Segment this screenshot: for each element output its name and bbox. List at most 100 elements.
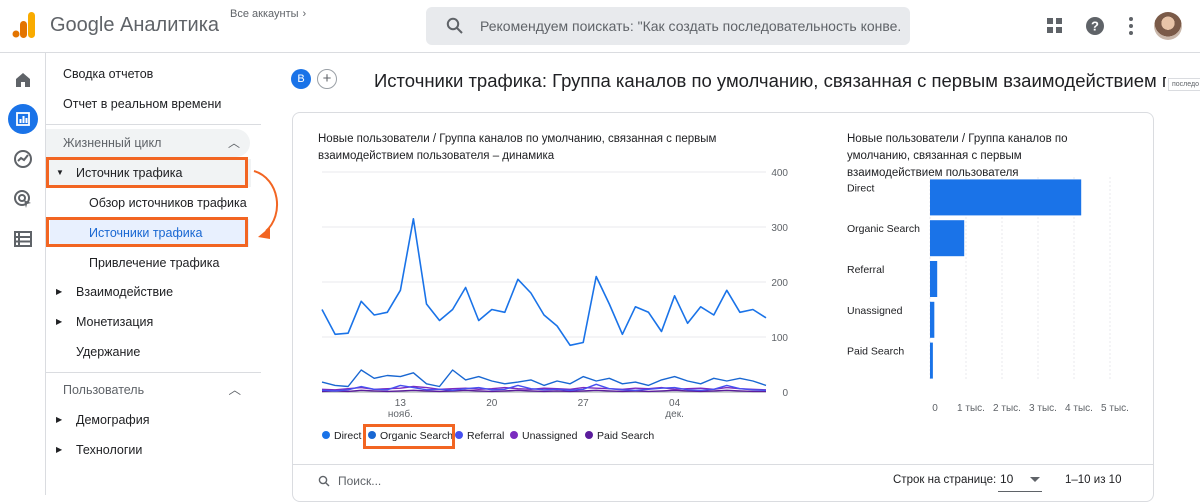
x-tick-label: 2 тыс. bbox=[993, 403, 1021, 414]
x-tick-label: 1 тыс. bbox=[957, 403, 985, 414]
x-tick-label: 4 тыс. bbox=[1065, 403, 1093, 414]
legend-label: Direct bbox=[334, 430, 362, 442]
app-title: Google Аналитика bbox=[50, 14, 220, 36]
rows-per-page-select[interactable]: 10 bbox=[998, 470, 1042, 492]
nav-traffic-sources-label: Источники трафика bbox=[89, 226, 203, 240]
series-line-unassigned bbox=[321, 385, 767, 391]
table-search[interactable]: Поиск... bbox=[318, 474, 381, 488]
legend-label: Paid Search bbox=[597, 430, 655, 442]
nav-traffic-source-label: Источник трафика bbox=[76, 166, 183, 180]
nav-engagement[interactable]: ▶ Взаимодействие bbox=[46, 278, 251, 306]
y-tick-label: 200 bbox=[771, 278, 788, 289]
x-tick-label: 0 bbox=[932, 403, 938, 414]
legend-organic-search[interactable]: Organic Search bbox=[368, 430, 453, 442]
nav-traffic-acquisition-label: Привлечение трафика bbox=[89, 256, 220, 270]
search-bar[interactable]: Рекомендуем поискать: "Как создать после… bbox=[426, 7, 910, 45]
x-tick-label: 3 тыс. bbox=[1029, 403, 1057, 414]
series-line-direct bbox=[321, 217, 767, 347]
nav-realtime[interactable]: Отчет в реальном времени bbox=[63, 97, 222, 111]
nav-traffic-acquisition[interactable]: Привлечение трафика bbox=[46, 249, 251, 277]
accounts-label: Все аккаунты bbox=[230, 8, 299, 20]
legend-unassigned[interactable]: Unassigned bbox=[510, 430, 577, 442]
bar-organic-search bbox=[930, 220, 965, 257]
nav-traffic-overview-label: Обзор источников трафика bbox=[89, 196, 247, 210]
search-icon bbox=[446, 17, 463, 34]
apps-grid-icon[interactable] bbox=[1044, 15, 1066, 37]
nav-retention-label: Удержание bbox=[76, 345, 141, 359]
svg-text:?: ? bbox=[1091, 19, 1099, 34]
nav-monetization[interactable]: ▶ Монетизация bbox=[46, 308, 251, 336]
caret-right-icon: ▶ bbox=[56, 445, 63, 454]
annotation-arrow bbox=[253, 170, 279, 239]
add-comparison-button[interactable]: + bbox=[317, 69, 337, 89]
nav-reports-snapshot[interactable]: Сводка отчетов bbox=[63, 67, 154, 81]
chevron-up-icon: ︿ bbox=[228, 383, 241, 397]
nav-demography[interactable]: ▶ Демография bbox=[46, 406, 251, 434]
advertising-icon[interactable] bbox=[12, 188, 34, 210]
bar-chart-title-line: умолчанию, связанная с первым bbox=[847, 150, 1022, 162]
rows-per-page-label: Строк на странице: bbox=[893, 474, 997, 486]
x-tick-label: 04 bbox=[669, 398, 681, 409]
nav-technology-label: Технологии bbox=[76, 443, 143, 457]
nav-traffic-overview[interactable]: Обзор источников трафика bbox=[46, 189, 251, 217]
bar-category-label: Unassigned bbox=[847, 305, 903, 317]
explore-icon[interactable] bbox=[12, 148, 34, 170]
section-user-label: Пользователь bbox=[63, 383, 145, 397]
bar-chart-title-line: взаимодействием пользователя bbox=[847, 167, 1019, 179]
divider bbox=[292, 464, 1154, 465]
line-chart-title: Новые пользователи / Группа каналов по у… bbox=[318, 131, 716, 165]
bar-chart-title: Новые пользователи / Группа каналов по у… bbox=[847, 131, 1068, 182]
date-range-tag[interactable]: последо bbox=[1168, 78, 1200, 91]
bar-category-label: Direct bbox=[847, 182, 875, 194]
reports-icon[interactable] bbox=[8, 104, 38, 134]
pagination-info: 1–10 из 10 bbox=[1065, 474, 1122, 486]
comparison-badge[interactable]: B bbox=[291, 69, 311, 89]
caret-down-icon: ▼ bbox=[56, 168, 64, 177]
chevron-up-icon: ︿ bbox=[227, 136, 240, 150]
search-icon bbox=[318, 475, 330, 487]
series-line-organic-search bbox=[321, 369, 767, 388]
bar-category-label: Referral bbox=[847, 264, 884, 276]
help-icon[interactable]: ? bbox=[1084, 15, 1106, 37]
bar-paid-search bbox=[930, 342, 933, 379]
nav-engagement-label: Взаимодействие bbox=[76, 285, 174, 299]
legend-direct[interactable]: Direct bbox=[322, 430, 361, 442]
bar-chart: 0 1 тыс. 2 тыс. 3 тыс. 4 тыс. 5 тыс. Direct Org… bbox=[847, 177, 1129, 414]
nav-technology[interactable]: ▶ Технологии bbox=[46, 436, 251, 464]
rows-per-page-value: 10 bbox=[1000, 472, 1014, 486]
accounts-breadcrumb[interactable]: Все аккаунты › bbox=[230, 8, 306, 20]
more-vert-icon[interactable] bbox=[1120, 15, 1142, 37]
legend-paid-search[interactable]: Paid Search bbox=[585, 430, 654, 442]
nav-demography-label: Демография bbox=[76, 413, 150, 427]
legend-label: Referral bbox=[467, 430, 505, 442]
top-bar: Google Аналитика Все аккаунты › Рекоменду… bbox=[0, 0, 1200, 53]
legend-referral[interactable]: Referral bbox=[455, 430, 504, 442]
highlight-traffic-source bbox=[46, 157, 248, 188]
nav-monetization-label: Монетизация bbox=[76, 315, 154, 329]
bar-category-label: Organic Search bbox=[847, 223, 920, 235]
legend-dot-icon bbox=[510, 431, 518, 439]
list-icon[interactable] bbox=[12, 228, 34, 250]
avatar[interactable] bbox=[1154, 12, 1182, 40]
highlight-traffic-sources bbox=[46, 217, 248, 247]
home-icon[interactable] bbox=[12, 69, 34, 91]
nav-traffic-sources[interactable]: Источники трафика bbox=[50, 219, 249, 247]
legend-label: Organic Search bbox=[380, 430, 453, 442]
nav-retention[interactable]: Удержание bbox=[46, 338, 251, 366]
bar-chart-title-line: Новые пользователи / Группа каналов по bbox=[847, 133, 1068, 145]
x-tick-label: нояб. bbox=[388, 408, 413, 420]
divider bbox=[46, 372, 261, 373]
highlight-organic-search bbox=[363, 424, 455, 449]
legend-dot-icon bbox=[368, 431, 376, 439]
section-user[interactable]: Пользователь ︿ bbox=[46, 376, 251, 404]
analytics-logo-icon[interactable] bbox=[12, 12, 36, 38]
page-title: Источники трафика: Группа каналов по умо… bbox=[374, 70, 1166, 91]
legend-dot-icon bbox=[585, 431, 593, 439]
divider bbox=[46, 124, 261, 125]
x-tick-label: 27 bbox=[578, 398, 590, 409]
x-tick-label: 5 тыс. bbox=[1101, 403, 1129, 414]
nav-traffic-source[interactable]: ▼ Источник трафика bbox=[46, 159, 251, 187]
section-lifecycle[interactable]: Жизненный цикл ︿ bbox=[46, 129, 250, 157]
x-tick-label: 20 bbox=[486, 398, 498, 409]
